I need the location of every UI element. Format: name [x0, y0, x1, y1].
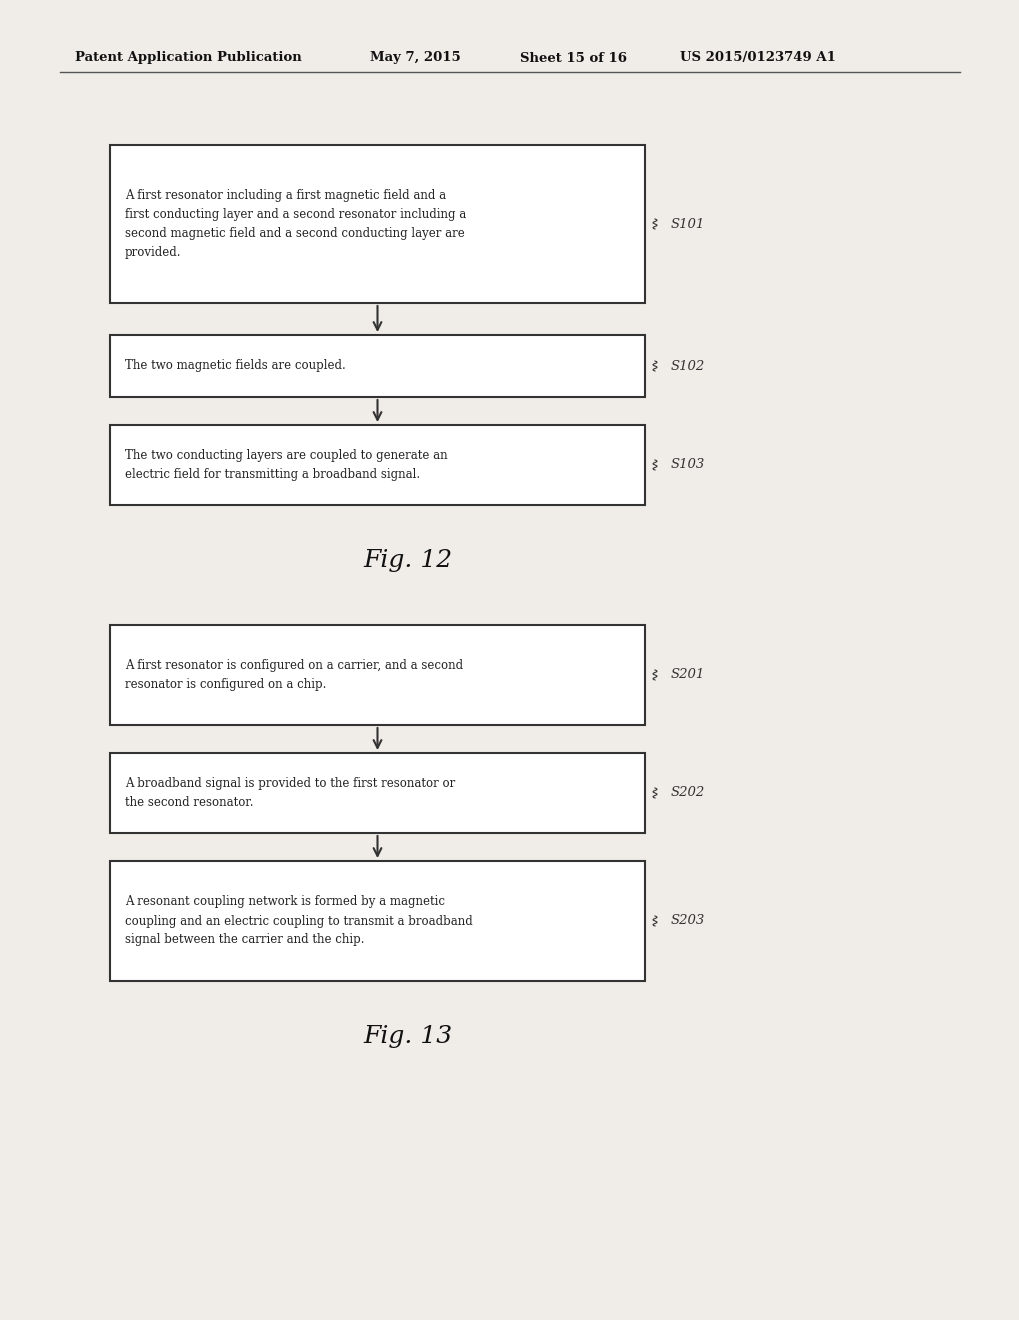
Text: S102: S102 [671, 359, 704, 372]
Text: S203: S203 [671, 915, 704, 928]
Bar [110, 425, 644, 506]
Bar [110, 861, 644, 981]
Text: Patent Application Publication: Patent Application Publication [75, 51, 302, 65]
Bar [110, 335, 644, 397]
Text: May 7, 2015: May 7, 2015 [370, 51, 461, 65]
Text: S101: S101 [671, 218, 704, 231]
Text: The two magnetic fields are coupled.: The two magnetic fields are coupled. [125, 359, 345, 372]
Text: Fig. 13: Fig. 13 [363, 1024, 451, 1048]
Text: A first resonator including a first magnetic field and a
first conducting layer : A first resonator including a first magn… [125, 189, 466, 259]
Text: S201: S201 [671, 668, 704, 681]
Text: US 2015/0123749 A1: US 2015/0123749 A1 [680, 51, 835, 65]
Text: S202: S202 [671, 787, 704, 800]
Text: A resonant coupling network is formed by a magnetic
coupling and an electric cou: A resonant coupling network is formed by… [125, 895, 472, 946]
Bar [110, 145, 644, 304]
Bar [110, 624, 644, 725]
Text: A first resonator is configured on a carrier, and a second
resonator is configur: A first resonator is configured on a car… [125, 659, 463, 690]
Text: The two conducting layers are coupled to generate an
electric field for transmit: The two conducting layers are coupled to… [125, 449, 447, 480]
Text: S103: S103 [671, 458, 704, 471]
Bar [110, 752, 644, 833]
Text: Sheet 15 of 16: Sheet 15 of 16 [520, 51, 627, 65]
Text: Fig. 12: Fig. 12 [363, 549, 451, 572]
Text: A broadband signal is provided to the first resonator or
the second resonator.: A broadband signal is provided to the fi… [125, 777, 454, 809]
